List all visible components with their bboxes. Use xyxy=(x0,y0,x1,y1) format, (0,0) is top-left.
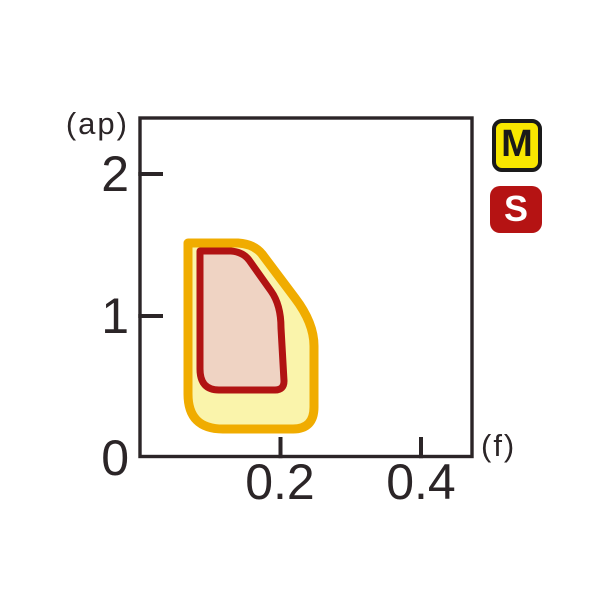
legend-badge-s: S xyxy=(490,186,542,233)
s-region-shape xyxy=(196,247,288,394)
legend-badge-s-label: S xyxy=(503,187,528,229)
legend-badge-m: M xyxy=(492,119,542,172)
legend-badge-m-label: M xyxy=(501,123,533,165)
plot-border xyxy=(138,116,474,459)
